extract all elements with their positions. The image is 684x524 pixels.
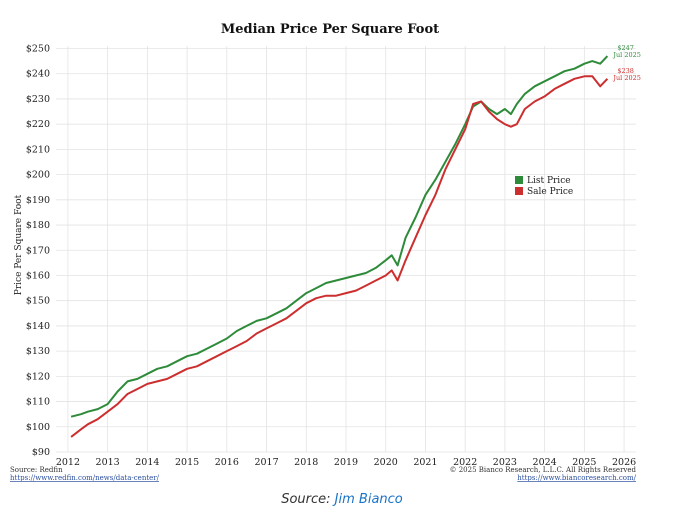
y-tick-label: $250	[26, 44, 50, 55]
gridlines	[56, 46, 636, 453]
series-line-list-price	[70, 55, 609, 418]
y-axis-label: Price Per Square Foot	[14, 194, 24, 295]
y-tick-label: $140	[26, 321, 50, 332]
x-tick-label: 2026	[612, 457, 636, 468]
x-axis-ticks: 2012 2013 2014 2015 2016 2017 2018 2019 2020 2021…	[56, 457, 636, 468]
y-tick-label: $150	[26, 296, 50, 307]
x-tick-label: 2023	[493, 457, 517, 468]
x-tick-label: 2014	[135, 457, 159, 468]
y-tick-label: $180	[26, 220, 50, 231]
x-tick-label: 2016	[215, 457, 239, 468]
x-tick-label: 2012	[56, 457, 80, 468]
legend-label: List Price	[527, 176, 571, 186]
end-label-date: Jul 2025	[612, 51, 640, 59]
end-label-date: Jul 2025	[612, 74, 640, 82]
y-tick-label: $210	[26, 144, 50, 155]
x-tick-label: 2017	[254, 457, 278, 468]
y-axis-ticks: $90 $100 $110 $120 $130 $140 $150 $160 $170 $180 $…	[26, 44, 50, 458]
y-tick-label: $190	[26, 195, 50, 206]
x-tick-label: 2022	[453, 457, 477, 468]
chart-title: Median Price Per Square Foot	[221, 22, 439, 37]
image-caption: Source: Jim Bianco	[0, 492, 684, 507]
y-tick-label: $120	[26, 371, 50, 382]
y-tick-label: $160	[26, 270, 50, 281]
footer-source-label: Source: Redfin	[10, 466, 63, 474]
y-tick-label: $200	[26, 170, 50, 181]
caption-prefix: Source:	[281, 492, 335, 507]
x-tick-label: 2024	[533, 457, 557, 468]
y-tick-label: $130	[26, 346, 50, 357]
y-tick-label: $100	[26, 422, 50, 433]
series-lines	[70, 55, 609, 438]
y-tick-label: $220	[26, 119, 50, 130]
y-tick-label: $170	[26, 245, 50, 256]
y-tick-label: $230	[26, 94, 50, 105]
caption-author-link[interactable]: Jim Bianco	[334, 492, 403, 507]
x-tick-label: 2018	[294, 457, 318, 468]
x-tick-label: 2021	[413, 457, 437, 468]
end-label-value: $238	[617, 67, 634, 75]
legend-label: Sale Price	[527, 187, 573, 197]
footer-copyright: © 2025 Bianco Research, L.L.C. All Right…	[450, 466, 637, 474]
series-line-sale-price	[70, 75, 609, 438]
x-tick-label: 2025	[572, 457, 596, 468]
end-label-value: $247	[617, 44, 634, 52]
x-tick-label: 2019	[334, 457, 358, 468]
y-tick-label: $240	[26, 69, 50, 80]
chart-frame: Median Price Per Square Foot $90 $100 $110…	[10, 22, 641, 482]
y-tick-label: $110	[26, 397, 50, 408]
legend-swatch	[515, 176, 523, 184]
footer-source-link[interactable]: https://www.redfin.com/news/data-center/	[10, 474, 160, 482]
x-tick-label: 2013	[96, 457, 120, 468]
price-per-sqft-chart: Median Price Per Square Foot $90 $100 $110…	[10, 22, 641, 482]
legend-swatch	[515, 187, 523, 195]
x-tick-label: 2015	[175, 457, 199, 468]
y-tick-label: $90	[32, 447, 50, 458]
footer-research-link[interactable]: https://www.biancoresearch.com/	[517, 474, 636, 482]
x-tick-label: 2020	[374, 457, 398, 468]
